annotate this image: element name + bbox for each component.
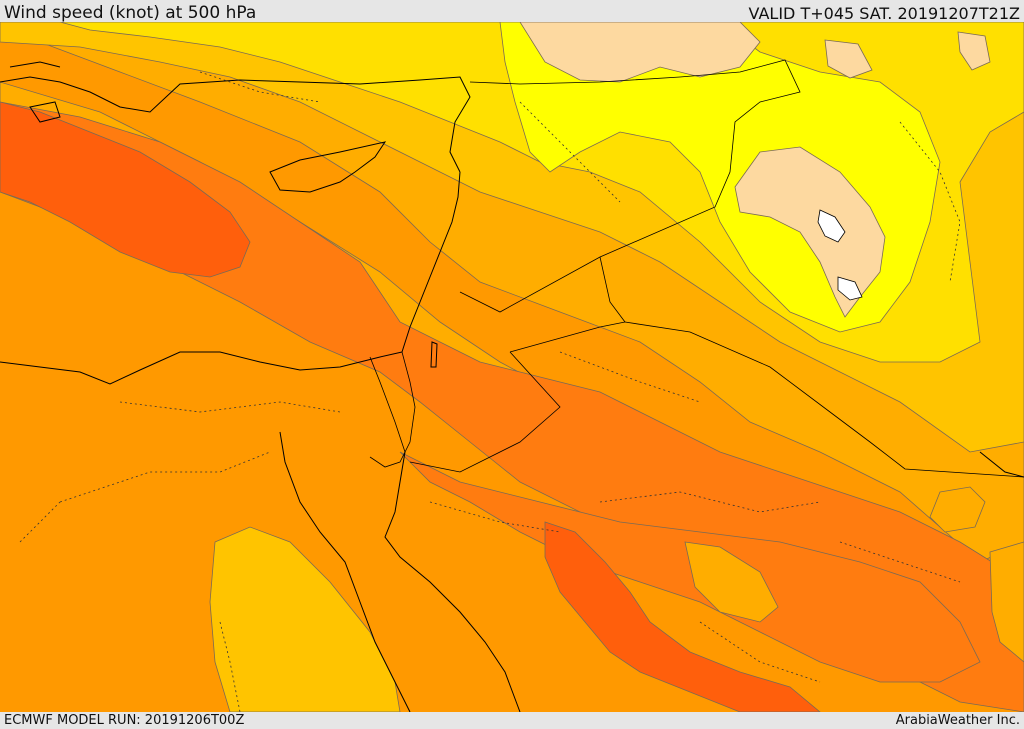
- country-borders: [369, 59, 1024, 478]
- wind-band-white-2: [837, 276, 863, 301]
- credit: ArabiaWeather Inc.: [895, 713, 1020, 728]
- weather-map[interactable]: [0, 22, 1024, 712]
- wind-band-dark-orange-south: [399, 451, 981, 683]
- wind-band-light-orange-se: [684, 541, 779, 623]
- map-title: Wind speed (knot) at 500 hPa: [4, 3, 257, 23]
- wind-band-light-orange-e: [989, 541, 1024, 663]
- map-canvas: [0, 22, 1024, 712]
- wind-band-peach-ne2: [957, 31, 991, 71]
- valid-time: VALID T+045 SAT. 20191207T21Z: [748, 4, 1020, 23]
- wind-band-white-1: [817, 209, 846, 243]
- header-bar: Wind speed (knot) at 500 hPa VALID T+045…: [0, 0, 1024, 23]
- wind-band-red-orange-south: [544, 521, 821, 712]
- wind-band-red-orange-west: [0, 101, 251, 278]
- footer-bar: ECMWF MODEL RUN: 20191206T00Z ArabiaWeat…: [0, 712, 1024, 729]
- wind-band-peach-north: [519, 22, 761, 83]
- wind-band-peach-ne: [824, 39, 873, 79]
- coastlines: [0, 61, 1024, 712]
- province-boundaries: [19, 71, 961, 712]
- wind-band-light-orange-se2: [929, 486, 986, 533]
- wind-band-peach-east: [734, 146, 886, 318]
- model-run: ECMWF MODEL RUN: 20191206T00Z: [4, 713, 245, 728]
